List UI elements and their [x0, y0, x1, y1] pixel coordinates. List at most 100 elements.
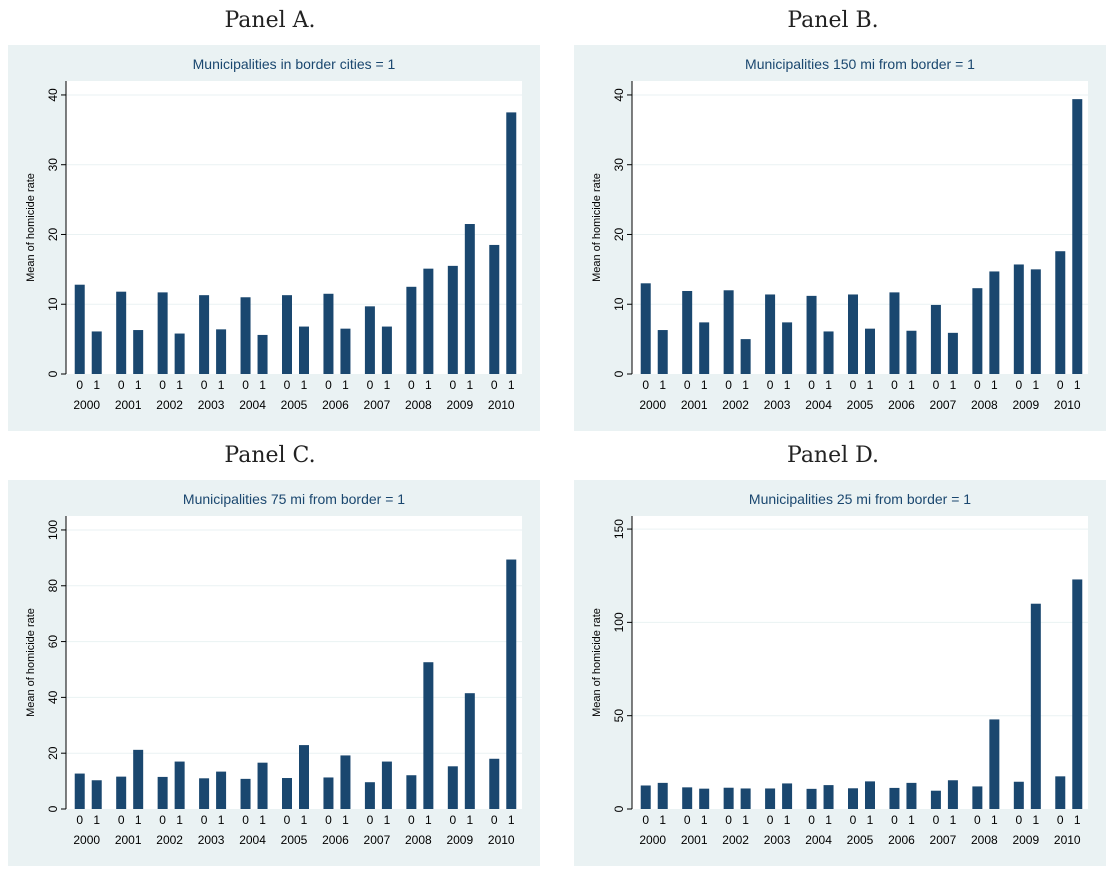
x-subcategory-label: 0 [1057, 378, 1064, 392]
x-group-label: 2008 [405, 398, 432, 412]
x-subcategory-label: 0 [808, 813, 815, 827]
bar [174, 333, 185, 374]
x-group-label: 2008 [971, 398, 998, 412]
bar [299, 326, 309, 374]
x-subcategory-label: 0 [850, 378, 857, 392]
bar [765, 788, 776, 809]
x-subcategory-label: 0 [491, 813, 498, 827]
bar [74, 284, 85, 374]
x-subcategory-label: 1 [93, 813, 100, 827]
y-tick-label: 20 [46, 227, 60, 241]
x-group-label: 2009 [1012, 833, 1039, 847]
bar [157, 776, 168, 809]
bar [640, 785, 651, 809]
x-subcategory-label: 1 [1032, 378, 1039, 392]
x-group-label: 2002 [722, 398, 749, 412]
x-group-label: 2001 [115, 833, 142, 847]
bar [199, 295, 210, 374]
x-subcategory-label: 1 [301, 813, 308, 827]
y-axis-label: Mean of homicide rate [591, 608, 603, 717]
bar [340, 755, 351, 809]
bar [116, 291, 127, 374]
x-subcategory-label: 0 [201, 378, 208, 392]
x-group-label: 2009 [446, 398, 473, 412]
bar [489, 758, 500, 809]
y-tick-label: 20 [46, 746, 60, 760]
x-subcategory-label: 0 [1015, 813, 1022, 827]
y-tick-label: 150 [612, 519, 626, 539]
x-subcategory-label: 1 [425, 378, 432, 392]
bar [240, 778, 251, 809]
x-group-label: 2005 [847, 398, 874, 412]
bar [364, 306, 375, 374]
x-group-label: 2010 [1054, 398, 1081, 412]
x-subcategory-label: 1 [259, 378, 266, 392]
bar [1072, 99, 1083, 374]
plot-area [66, 81, 522, 374]
x-subcategory-label: 1 [466, 813, 473, 827]
x-group-label: 2010 [1054, 833, 1081, 847]
bar [464, 693, 475, 809]
bar [823, 785, 834, 809]
y-tick-label: 40 [612, 88, 626, 102]
x-subcategory-label: 0 [76, 378, 83, 392]
x-subcategory-label: 1 [742, 813, 749, 827]
x-subcategory-label: 1 [1032, 813, 1039, 827]
x-subcategory-label: 0 [201, 813, 208, 827]
panel-d-heading: Panel D. [787, 443, 879, 468]
bar [1055, 251, 1066, 374]
x-subcategory-label: 0 [725, 813, 732, 827]
y-tick-label: 10 [612, 297, 626, 311]
x-subcategory-label: 1 [950, 813, 957, 827]
bar [506, 559, 517, 809]
x-subcategory-label: 0 [159, 813, 166, 827]
bar [406, 286, 417, 374]
x-group-label: 2007 [364, 398, 391, 412]
y-axis-label: Mean of homicide rate [591, 173, 603, 282]
y-tick-label: 100 [46, 520, 60, 540]
bar [806, 295, 817, 374]
x-subcategory-label: 1 [991, 813, 998, 827]
bar [1072, 579, 1083, 809]
bar [506, 112, 517, 375]
x-subcategory-label: 1 [784, 813, 791, 827]
x-subcategory-label: 0 [325, 813, 332, 827]
x-group-label: 2004 [239, 398, 266, 412]
y-tick-label: 80 [46, 579, 60, 593]
plot-area [632, 516, 1088, 809]
x-subcategory-label: 1 [701, 378, 708, 392]
x-subcategory-label: 1 [825, 378, 832, 392]
x-subcategory-label: 1 [425, 813, 432, 827]
bar [699, 788, 710, 809]
bar [199, 778, 210, 809]
x-subcategory-label: 0 [242, 813, 249, 827]
y-axis-label: Mean of homicide rate [25, 173, 37, 282]
bar [74, 773, 85, 809]
x-subcategory-label: 1 [867, 813, 874, 827]
x-subcategory-label: 1 [908, 813, 915, 827]
x-subcategory-label: 1 [342, 813, 349, 827]
x-subcategory-label: 1 [218, 813, 225, 827]
x-group-label: 2007 [930, 398, 957, 412]
bar [640, 283, 651, 374]
y-tick-label: 20 [612, 227, 626, 241]
bar [848, 294, 858, 374]
chart-title: Municipalities in border cities = 1 [193, 56, 396, 72]
bar [240, 297, 251, 374]
bar [447, 265, 458, 374]
bar [865, 328, 875, 374]
x-group-label: 2001 [681, 833, 708, 847]
x-subcategory-label: 1 [176, 813, 183, 827]
x-group-label: 2009 [446, 833, 473, 847]
x-subcategory-label: 1 [1074, 378, 1081, 392]
x-subcategory-label: 1 [742, 378, 749, 392]
bar [216, 771, 227, 809]
y-tick-label: 0 [612, 370, 626, 377]
bar [323, 293, 334, 374]
x-group-label: 2000 [639, 833, 666, 847]
bar [657, 330, 668, 374]
x-subcategory-label: 1 [384, 813, 391, 827]
bar [133, 330, 144, 374]
bar [323, 777, 334, 809]
bar [282, 295, 292, 374]
